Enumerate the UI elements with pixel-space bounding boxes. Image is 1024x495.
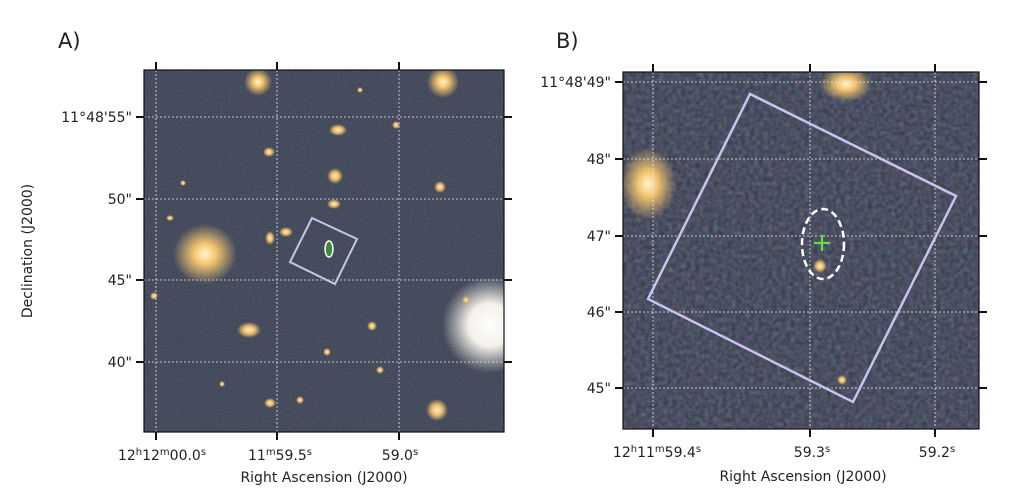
- panel-b-y-tick: 46": [587, 305, 611, 321]
- galaxy-small: [180, 180, 186, 186]
- galaxy-bright-left: [623, 148, 676, 220]
- star-top-right: [427, 70, 459, 98]
- panel-a-image: [144, 70, 504, 432]
- galaxy-small: [357, 87, 363, 93]
- galaxy-small: [265, 231, 275, 245]
- panel-b-x-tick: 59.2s: [919, 444, 955, 461]
- galaxy-small: [327, 168, 343, 184]
- panel-a-x-axis-label: Right Ascension (J2000): [240, 470, 407, 486]
- panel-a: A): [20, 29, 512, 486]
- panel-b-x-axis-label: Right Ascension (J2000): [719, 469, 886, 485]
- galaxy-small: [264, 398, 276, 408]
- panel-b-target-ellipse: [800, 207, 846, 281]
- galaxy-small: [462, 296, 470, 304]
- panel-a-y-tick: 50": [108, 192, 132, 208]
- galaxy-small: [434, 181, 446, 193]
- galaxy-small: [392, 121, 400, 129]
- panel-a-x-tick: 11m59.5s: [248, 447, 312, 464]
- panel-b-x-tick: 59.3s: [794, 444, 830, 461]
- panel-b-ticks: [615, 64, 987, 437]
- galaxy-small: [376, 366, 384, 374]
- galaxy-small: [329, 124, 347, 136]
- panel-b: B): [540, 29, 987, 485]
- galaxy-small: [150, 292, 158, 300]
- panel-b-y-tick: 11°48'49": [540, 75, 611, 91]
- panel-b-frame: [622, 71, 980, 430]
- panel-b-y-tick: 45": [587, 381, 611, 397]
- galaxy-small: [323, 348, 331, 356]
- galaxy-small: [327, 199, 341, 209]
- panel-a-y-tick: 45": [108, 273, 132, 289]
- panel-a-y-tick: 40": [108, 355, 132, 371]
- galaxy-small: [263, 147, 275, 157]
- panel-a-label: A): [58, 29, 81, 53]
- panel-b-slit-box: [646, 92, 958, 404]
- galaxy-bright-left: [173, 224, 237, 284]
- galaxy-small: [166, 215, 174, 221]
- panel-a-y-axis-label: Declination (J2000): [20, 184, 36, 318]
- panel-a-slit-box: [288, 216, 359, 286]
- star-bright-right: [442, 277, 504, 373]
- panel-b-y-tick: 48": [587, 152, 611, 168]
- panel-b-label: B): [556, 29, 579, 53]
- source-faint: [837, 375, 847, 385]
- target-source: [813, 259, 827, 273]
- galaxy-small: [237, 322, 261, 338]
- galaxy-small: [279, 227, 293, 237]
- galaxy-small: [367, 321, 377, 331]
- star-bottom: [426, 399, 448, 421]
- panel-b-y-tick: 47": [587, 229, 611, 245]
- panel-a-x-tick: 12h12m00.0s: [118, 447, 206, 464]
- panel-a-y-tick: 11°48'55": [61, 110, 132, 126]
- panel-b-grid: [623, 72, 979, 429]
- panel-a-target-ellipse: [324, 240, 334, 258]
- star-top: [820, 72, 872, 102]
- panel-a-frame: [143, 69, 505, 433]
- galaxy-small: [219, 381, 225, 387]
- star-top-left: [244, 70, 272, 96]
- galaxy-small: [296, 396, 304, 404]
- panel-b-x-tick: 12h11m59.4s: [613, 444, 701, 461]
- panel-a-x-tick: 59.0s: [382, 447, 418, 464]
- panel-b-image: [623, 72, 979, 429]
- panel-b-cross-marker: [814, 235, 830, 251]
- panel-a-ticks: [136, 62, 512, 440]
- panel-a-grid: [144, 70, 504, 432]
